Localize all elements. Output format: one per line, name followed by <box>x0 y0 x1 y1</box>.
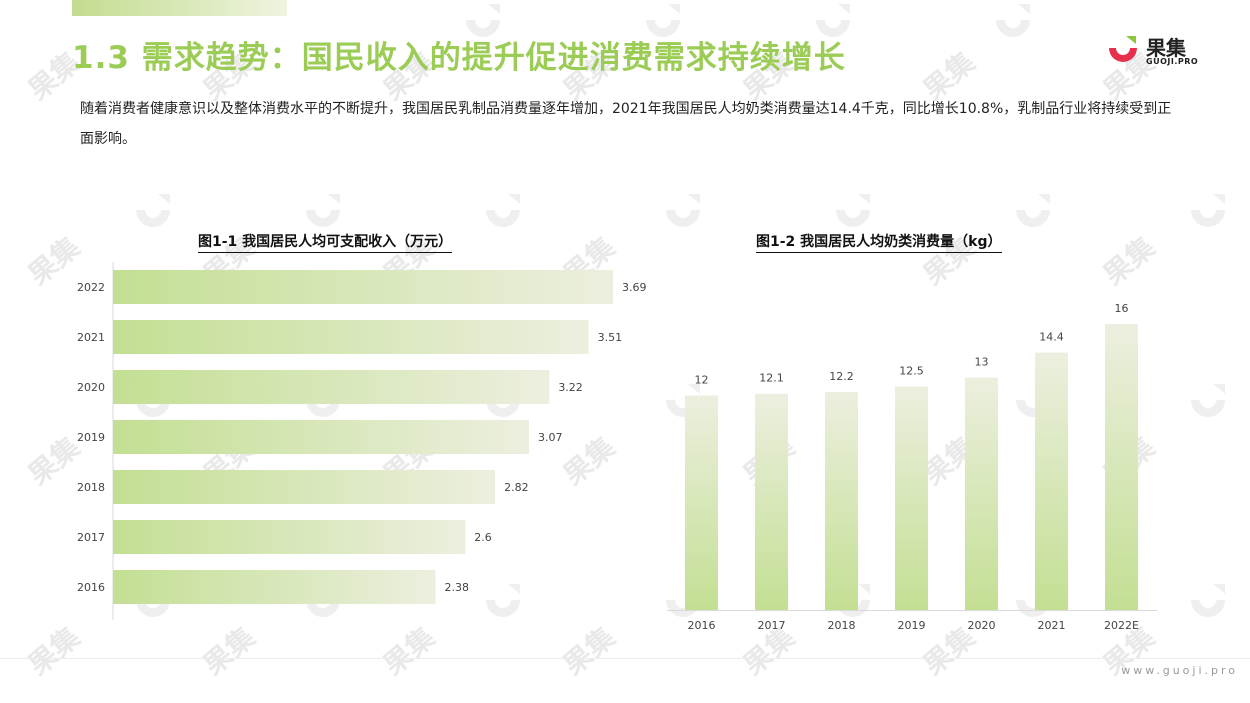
chart2-category-label: 2017 <box>758 619 786 632</box>
chart1-value-label: 2.82 <box>504 481 529 494</box>
chart2-category-label: 2021 <box>1038 619 1066 632</box>
chart2-value-label: 12.2 <box>829 370 854 383</box>
chart1-category-label: 2021 <box>77 331 105 344</box>
chart2-bar <box>895 386 928 610</box>
chart1-value-label: 3.07 <box>538 431 563 444</box>
chart1-bar <box>113 570 436 604</box>
chart1-value-label: 2.38 <box>444 581 469 594</box>
chart1-bar <box>113 470 496 504</box>
chart1-bar <box>113 270 613 304</box>
chart2-value-label: 16 <box>1115 302 1129 315</box>
watermark-text: 果集 <box>556 620 622 682</box>
footer-url: www.guoji.pro <box>1121 664 1238 677</box>
brand-logo-icon <box>1109 36 1137 62</box>
chart1-category-label: 2017 <box>77 531 105 544</box>
chart1-title: 图1-1 我国居民人均可支配收入（万元） <box>198 231 453 253</box>
chart1-category-label: 2016 <box>77 581 105 594</box>
watermark-logo-icon <box>1191 584 1225 617</box>
watermark-text: 果集 <box>1096 230 1162 292</box>
brand-logo-subtext: GUOJI.PRO <box>1146 57 1199 66</box>
watermark-logo-icon <box>996 4 1030 37</box>
chart2-value-label: 13 <box>975 356 989 369</box>
watermark-logo-icon <box>486 194 520 227</box>
chart1-value-label: 3.51 <box>598 331 623 344</box>
intro-paragraph: 随着消费者健康意识以及整体消费水平的不断提升，我国居民乳制品消费量逐年增加，20… <box>80 101 1172 147</box>
chart2-bar <box>1105 324 1138 610</box>
chart1-bar <box>113 520 466 554</box>
chart1-bar <box>113 320 589 354</box>
chart1-bar <box>113 420 529 454</box>
chart1-category-label: 2022 <box>77 281 105 294</box>
chart1-category-label: 2019 <box>77 431 105 444</box>
brand-logo: 果集 GUOJI.PRO <box>1106 32 1246 72</box>
chart1-value-label: 3.69 <box>622 281 647 294</box>
chart2-bar <box>965 377 998 610</box>
watermark-logo-icon <box>836 194 870 227</box>
chart2-category-label: 2019 <box>898 619 926 632</box>
chart1-bar <box>113 370 550 404</box>
watermark-logo-icon <box>136 194 170 227</box>
watermark-logo-icon <box>1016 194 1050 227</box>
chart1-category-label: 2020 <box>77 381 105 394</box>
milk-consumption-bar-chart: 12 2016 12.1 2017 12.2 2018 12.5 2019 13 2020 14.4… <box>667 302 1157 632</box>
page-title: 1.3 需求趋势：国民收入的提升促进消费需求持续增长 <box>72 40 846 76</box>
income-bar-chart: 2022 3.69 2021 3.51 2020 3.22 2019 3.07 2018 2.82… <box>77 262 647 620</box>
chart2-value-label: 12 <box>695 374 709 387</box>
chart2-bar <box>685 395 718 610</box>
chart2-value-label: 12.1 <box>759 372 784 385</box>
chart2-bar <box>1035 352 1068 610</box>
chart2-category-label: 2022E <box>1104 619 1139 632</box>
watermark-logo-icon <box>306 194 340 227</box>
chart1-value-label: 3.22 <box>558 381 583 394</box>
top-accent-bar <box>72 0 287 16</box>
watermark-text: 果集 <box>196 620 262 682</box>
chart1-category-label: 2018 <box>77 481 105 494</box>
watermark-text: 果集 <box>376 620 442 682</box>
chart2-bar <box>825 391 858 610</box>
chart1-value-label: 2.6 <box>474 531 492 544</box>
brand-logo-text: 果集 <box>1146 36 1186 60</box>
chart2-category-label: 2016 <box>688 619 716 632</box>
watermark-text: 果集 <box>21 620 87 682</box>
watermark-logo-icon <box>666 194 700 227</box>
chart2-bar <box>755 393 788 610</box>
chart2-value-label: 12.5 <box>899 365 924 378</box>
watermark-logo-icon <box>1191 384 1225 417</box>
chart2-category-label: 2018 <box>828 619 856 632</box>
chart2-category-label: 2020 <box>968 619 996 632</box>
chart2-value-label: 14.4 <box>1039 331 1064 344</box>
chart2-title: 图1-2 我国居民人均奶类消费量（kg） <box>756 231 1002 253</box>
footer-divider <box>0 658 1250 659</box>
watermark-logo-icon <box>1191 194 1225 227</box>
